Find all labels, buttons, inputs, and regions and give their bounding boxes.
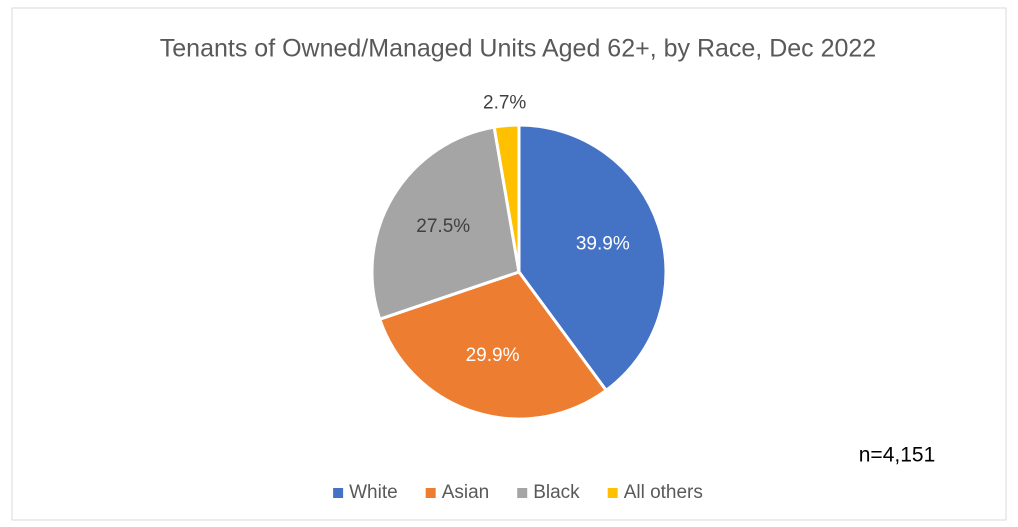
- legend-swatch: [333, 488, 344, 498]
- data-label: 27.5%: [416, 216, 470, 237]
- pie-slice: [492, 123, 521, 273]
- legend-label: All others: [624, 482, 703, 503]
- data-label: 39.9%: [576, 233, 630, 254]
- legend-label: Black: [533, 482, 580, 503]
- legend-swatch: [425, 488, 436, 498]
- legend-label: White: [349, 482, 398, 503]
- pie-slice: [517, 123, 668, 393]
- legend-swatch: [517, 488, 528, 498]
- chart-title: Tenants of Owned/Managed Units Aged 62+,…: [160, 35, 876, 63]
- legend-swatch: [607, 488, 618, 498]
- data-label: 29.9%: [466, 345, 520, 366]
- pie-slice: [377, 270, 609, 421]
- legend-label: Asian: [442, 482, 490, 503]
- pie-slice: [370, 125, 521, 322]
- annotation: n=4,151: [859, 444, 936, 467]
- data-label: 2.7%: [483, 93, 526, 114]
